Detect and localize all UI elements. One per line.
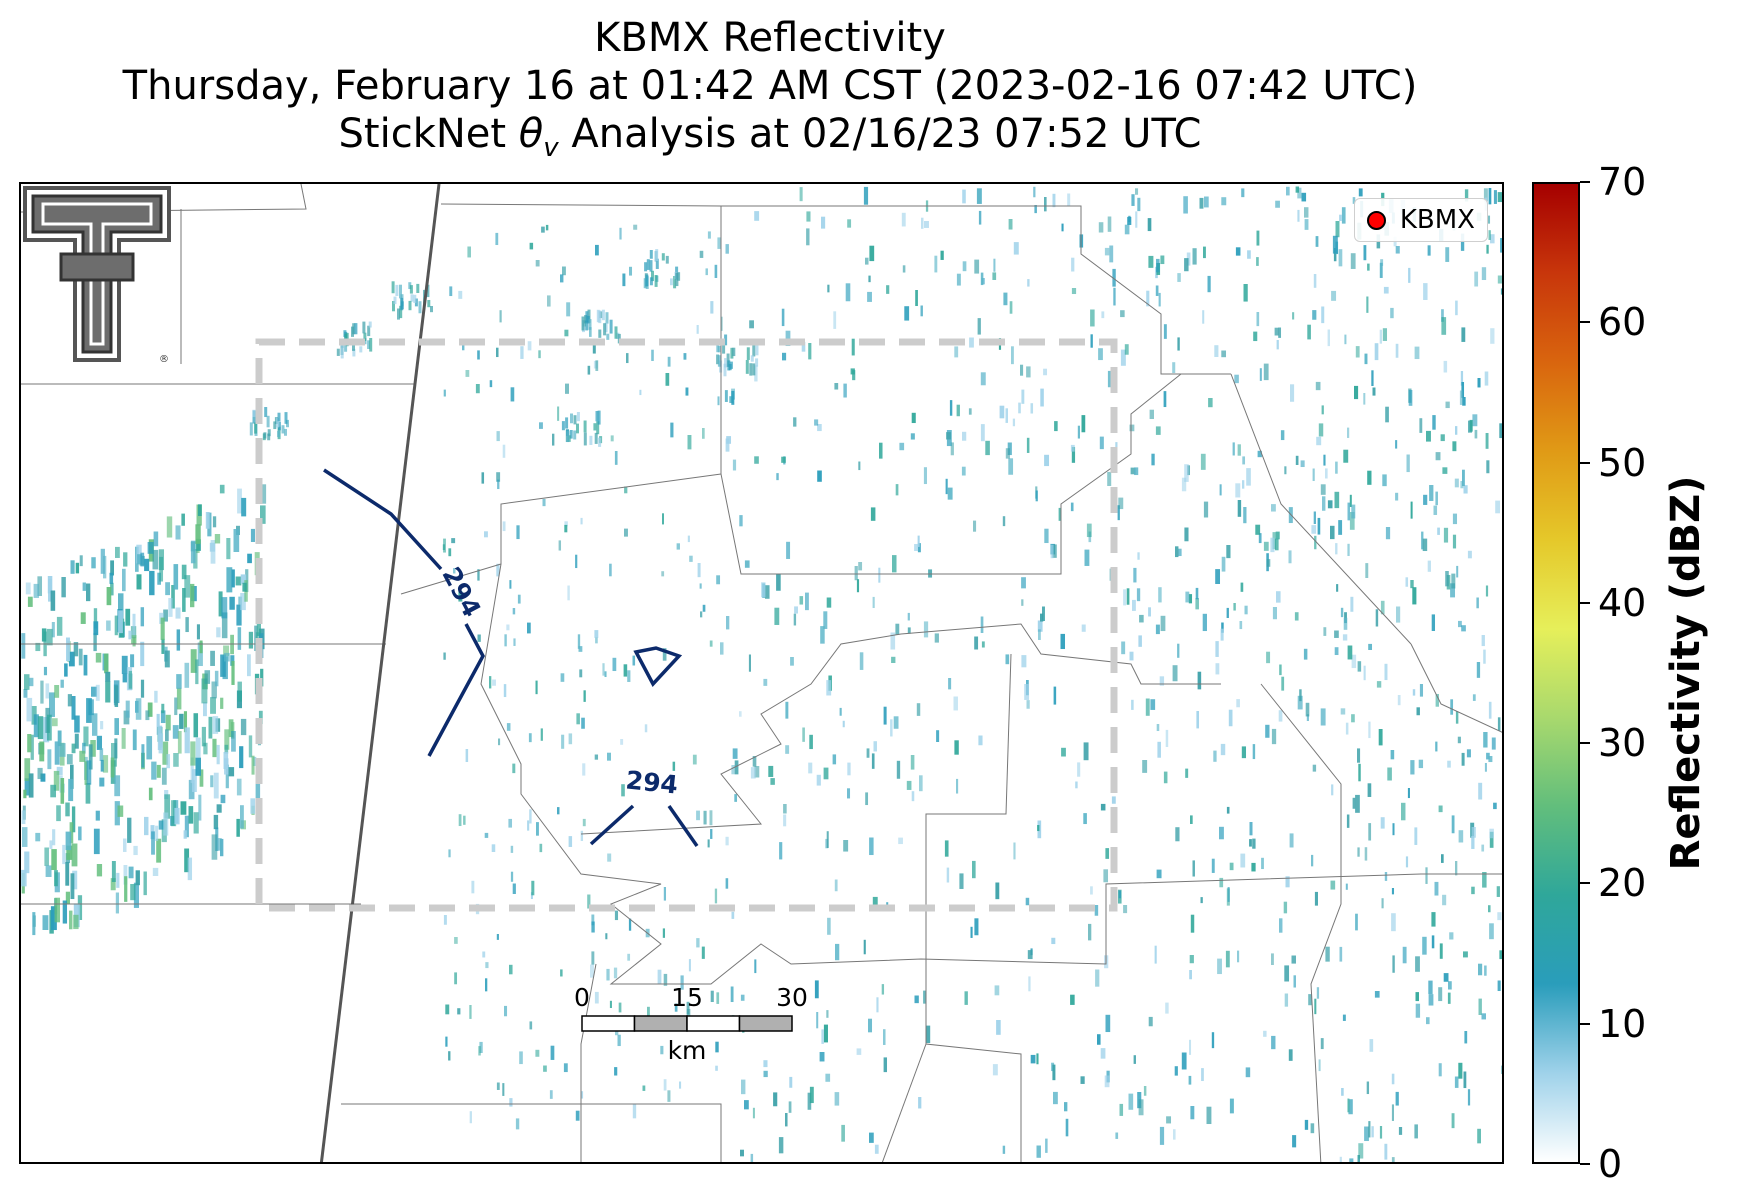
scale-unit: km [668,1036,707,1065]
reflectivity-echoes [21,186,1502,1162]
title-line-1: KBMX Reflectivity [594,15,946,61]
contour-294-south-a [589,804,635,846]
theta-v-contours [323,468,699,848]
colorbar-tick-mark [1580,742,1590,745]
state-border [319,184,441,1162]
map-canvas: 294 294 0 15 30 km [21,184,1502,1162]
texas-tech-double-t-logo: ® [23,186,171,365]
colorbar-tick-label: 10 [1598,1001,1647,1046]
scale-tick-30: 30 [776,983,808,1012]
colorbar-tick-mark [1580,882,1590,885]
colorbar-tick-mark [1580,461,1590,464]
svg-text:®: ® [159,354,169,365]
title-line-3: StickNet θv Analysis at 02/16/23 07:52 U… [338,111,1202,163]
scale-tick-15: 15 [671,983,703,1012]
colorbar-tick-label: 50 [1598,440,1647,485]
colorbar-tick-label: 20 [1598,861,1647,906]
radar-site-marker-icon [1366,210,1386,230]
colorbar-tick-mark [1580,181,1590,183]
map-legend: KBMX [1353,198,1488,242]
contour-294-west-lower [427,623,485,757]
contour-294-closed [633,646,683,687]
title-block: KBMX Reflectivity Thursday, February 16 … [0,14,1540,172]
title-line-3-suffix: Analysis at 02/16/23 07:52 UTC [558,111,1202,157]
colorbar-tick-mark [1580,1022,1590,1025]
legend-label: KBMX [1399,205,1475,235]
scale-tick-0: 0 [574,983,590,1012]
county-borders [21,184,1502,1162]
contour-label-south: 294 [624,765,679,799]
colorbar-tick-label: 0 [1598,1142,1623,1186]
colorbar-tick-label: 60 [1598,300,1647,345]
contour-294-west [323,468,443,571]
title-line-2: Thursday, February 16 at 01:42 AM CST (2… [122,63,1418,109]
colorbar-tick-label: 70 [1598,160,1647,204]
colorbar-title: Reflectivity (dBZ) [1663,475,1709,871]
scale-bar [581,1015,793,1032]
colorbar-tick-mark [1580,1163,1590,1165]
title-line-3-prefix: StickNet [338,111,519,157]
contour-294-south-b [667,804,699,848]
colorbar-tick-label: 30 [1598,721,1647,766]
analysis-domain-box [255,338,1118,912]
radar-map[interactable]: 294 294 0 15 30 km ® KBMX [19,182,1504,1164]
colorbar-tick-mark [1580,321,1590,324]
colorbar-tick-label: 40 [1598,580,1647,625]
colorbar-tick-mark [1580,601,1590,604]
colorbar [1532,182,1580,1164]
